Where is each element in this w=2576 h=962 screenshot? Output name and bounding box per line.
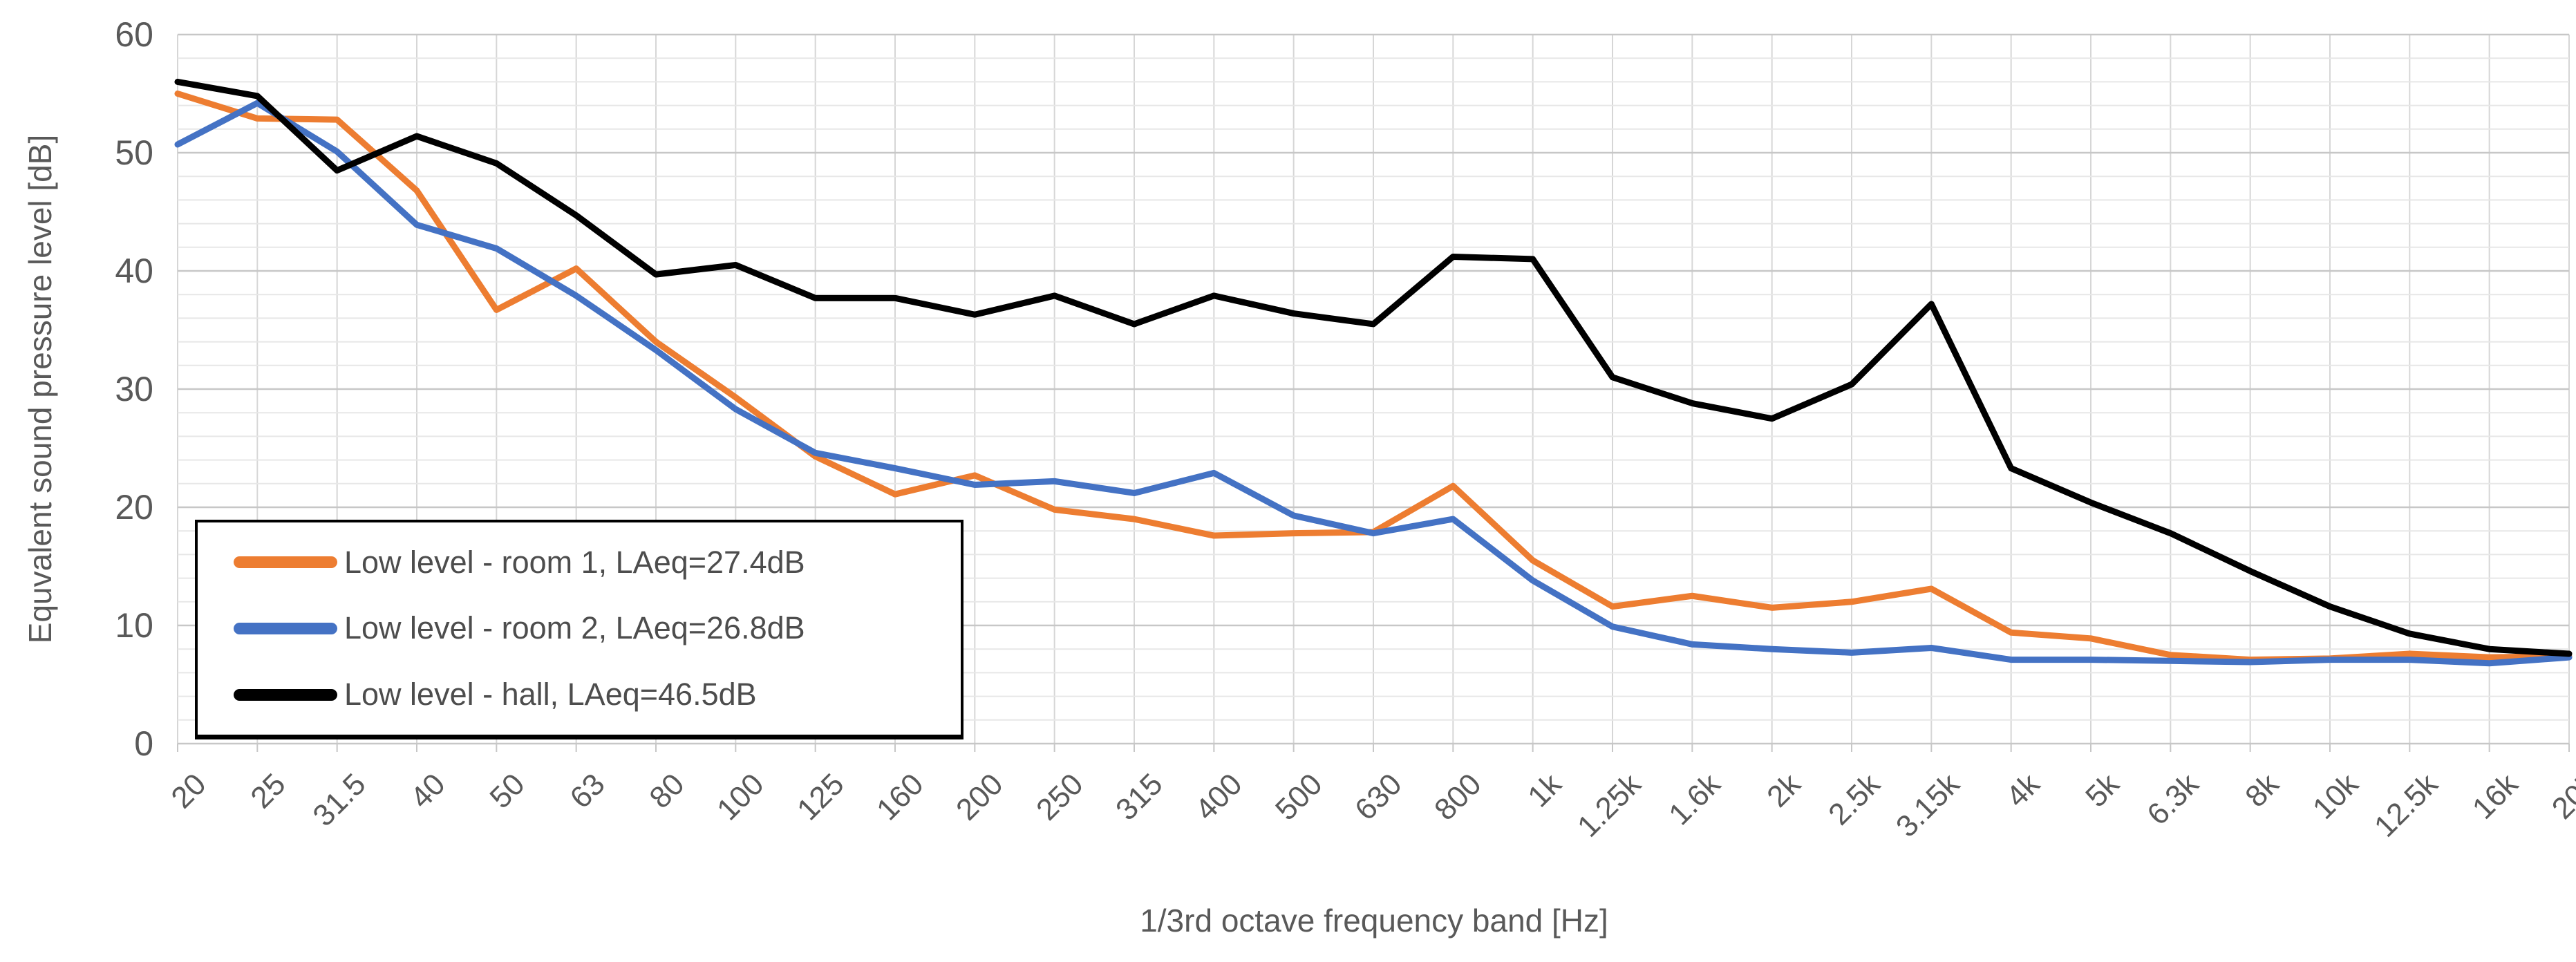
legend-label-room1: Low level - room 1, LAeq=27.4dB [344,544,805,580]
y-tick-label-0: 0 [134,724,153,763]
y-tick-label-50: 50 [115,133,153,172]
room2-line-swatch [234,622,337,634]
y-tick-label-30: 30 [115,370,153,408]
hall-line-swatch [234,688,337,701]
legend-item-room1: Low level - room 1, LAeq=27.4dB [234,545,961,581]
legend-label-hall: Low level - hall, LAeq=46.5dB [344,677,757,713]
legend-item-room2: Low level - room 2, LAeq=26.8dB [234,610,961,646]
y-tick-label-40: 40 [115,252,153,290]
y-axis-title: Equvalent sound pressure level [dB] [22,134,58,644]
y-tick-label-60: 60 [115,15,153,54]
room1-line-swatch [234,556,337,569]
y-tick-label-10: 10 [115,606,153,645]
legend-label-room2: Low level - room 2, LAeq=26.8dB [344,610,805,646]
y-tick-label-20: 20 [115,488,153,527]
legend-box: Low level - room 1, LAeq=27.4dB Low leve… [195,520,963,739]
x-axis-title: 1/3rd octave frequency band [Hz] [1140,903,1608,939]
legend-item-hall: Low level - hall, LAeq=46.5dB [234,677,961,713]
